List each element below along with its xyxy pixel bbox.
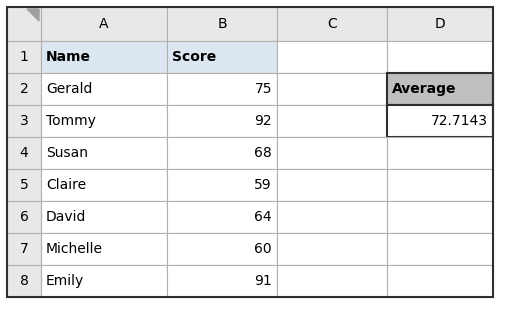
Bar: [7, 137, 41, 169]
Text: 6: 6: [20, 210, 28, 224]
Text: 72.7143: 72.7143: [430, 114, 487, 128]
Text: 68: 68: [254, 146, 272, 160]
Bar: [167, 105, 276, 137]
Bar: [41, 265, 167, 297]
Text: D: D: [434, 17, 444, 31]
Text: Tommy: Tommy: [46, 114, 95, 128]
Text: 7: 7: [20, 242, 28, 256]
Bar: [386, 265, 492, 297]
Text: 4: 4: [20, 146, 28, 160]
Text: David: David: [46, 210, 86, 224]
Bar: [41, 73, 167, 105]
Text: Gerald: Gerald: [46, 82, 92, 96]
Text: 91: 91: [254, 274, 272, 288]
Bar: [7, 41, 41, 73]
Text: 75: 75: [254, 82, 272, 96]
Bar: [167, 233, 276, 265]
Bar: [41, 169, 167, 201]
Polygon shape: [27, 9, 39, 21]
Bar: [386, 7, 492, 41]
Text: 92: 92: [254, 114, 272, 128]
Text: 60: 60: [254, 242, 272, 256]
Bar: [167, 41, 276, 73]
Bar: [167, 265, 276, 297]
Bar: [386, 41, 492, 73]
Text: 2: 2: [20, 82, 28, 96]
Bar: [7, 265, 41, 297]
Bar: [276, 265, 386, 297]
Bar: [386, 73, 492, 105]
Bar: [276, 169, 386, 201]
Bar: [386, 233, 492, 265]
Bar: [7, 7, 41, 41]
Bar: [276, 105, 386, 137]
Text: Emily: Emily: [46, 274, 84, 288]
Bar: [7, 169, 41, 201]
Bar: [276, 137, 386, 169]
Text: 5: 5: [20, 178, 28, 192]
Bar: [7, 233, 41, 265]
Text: C: C: [326, 17, 336, 31]
Bar: [276, 41, 386, 73]
Bar: [7, 201, 41, 233]
Bar: [41, 201, 167, 233]
Text: 59: 59: [254, 178, 272, 192]
Bar: [41, 41, 167, 73]
Bar: [41, 7, 167, 41]
Bar: [167, 169, 276, 201]
Bar: [276, 201, 386, 233]
Text: Claire: Claire: [46, 178, 86, 192]
Text: 64: 64: [254, 210, 272, 224]
Text: 8: 8: [20, 274, 28, 288]
Text: Michelle: Michelle: [46, 242, 103, 256]
Text: Susan: Susan: [46, 146, 88, 160]
Bar: [167, 73, 276, 105]
Bar: [41, 105, 167, 137]
Text: Average: Average: [391, 82, 456, 96]
Bar: [386, 105, 492, 137]
Bar: [167, 7, 276, 41]
Bar: [386, 137, 492, 169]
Bar: [386, 201, 492, 233]
Bar: [7, 105, 41, 137]
Bar: [167, 137, 276, 169]
Bar: [167, 201, 276, 233]
Bar: [276, 233, 386, 265]
Text: 1: 1: [20, 50, 28, 64]
Bar: [386, 169, 492, 201]
Bar: [41, 233, 167, 265]
Text: A: A: [99, 17, 109, 31]
Bar: [276, 73, 386, 105]
Bar: [276, 7, 386, 41]
Text: 3: 3: [20, 114, 28, 128]
Text: Score: Score: [172, 50, 216, 64]
Bar: [41, 137, 167, 169]
Text: Name: Name: [46, 50, 91, 64]
Bar: [7, 73, 41, 105]
Text: B: B: [217, 17, 226, 31]
